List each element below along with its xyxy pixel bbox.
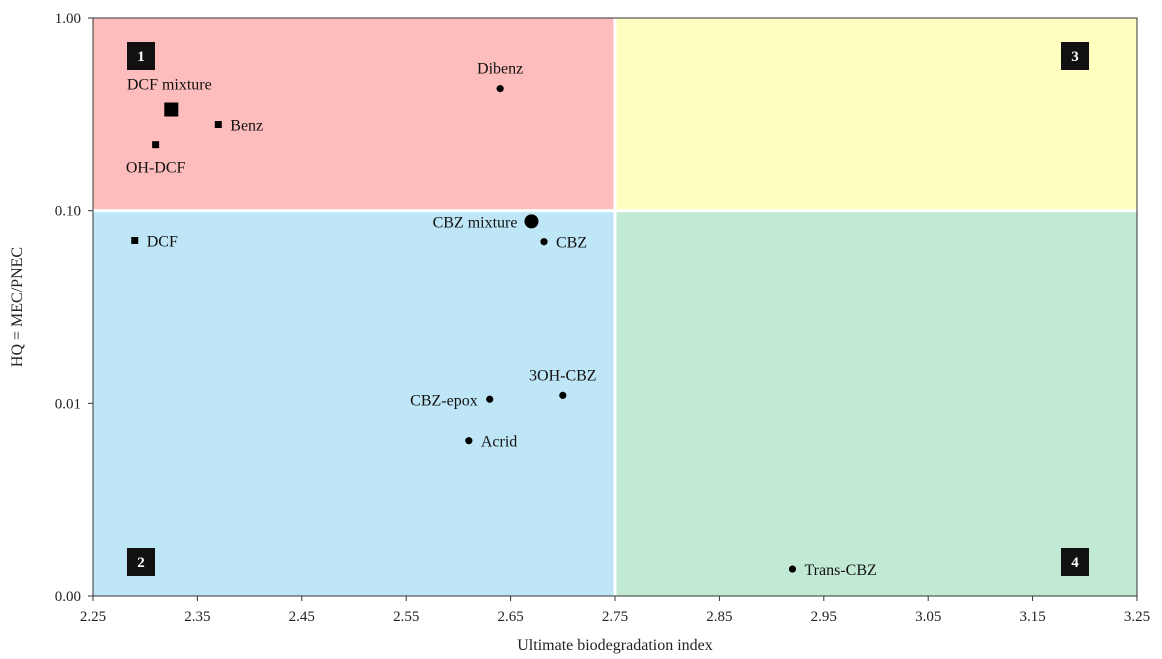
point-acrid [465,437,473,445]
point-dibenz [496,85,504,93]
quadrant-1-region [93,18,615,211]
point-dcf [131,237,139,245]
point-label-dcf: DCF [147,234,178,251]
y-tick-label: 0.10 [55,204,81,220]
x-tick-label: 3.15 [1019,609,1045,625]
quadrant-4-region [615,210,1137,596]
point-dcf-mixture [164,102,179,117]
y-axis-title: HQ = MEC/PNEC [9,247,26,367]
y-axis-ticks: 0.00 0.01 0.10 1.00 [55,11,93,605]
point-label-cbz: CBZ [556,235,587,252]
x-tick-label: 2.25 [80,609,106,625]
quadrant-backgrounds [93,18,1137,596]
quadrant-1-badge [127,42,155,70]
quadrant-badges: 1 2 3 4 [127,42,1089,576]
quadrant-1-number: 1 [137,49,145,65]
point-label-acrid: Acrid [481,434,517,451]
point-label-benz: Benz [230,118,263,135]
quadrant-dividers [93,18,1137,596]
x-axis-ticks: 2.25 2.35 2.45 2.55 2.65 2.75 2.85 2.95 3.05 3.15… [80,596,1150,625]
quadrant-3-badge [1061,42,1089,70]
quadrant-4-number: 4 [1071,555,1079,571]
y-tick-label: 1.00 [55,11,81,27]
point-3oh-cbz [559,391,567,399]
quadrant-3-region [615,18,1137,211]
x-tick-label: 3.05 [915,609,941,625]
x-tick-label: 2.45 [289,609,315,625]
point-label-cbz-epox: CBZ-epox [410,392,478,409]
point-trans-cbz [788,565,797,573]
point-label-3oh-cbz: 3OH-CBZ [529,367,597,384]
point-cbz-mixture [524,214,539,229]
quadrant-2-number: 2 [137,555,145,571]
data-points: DCF mixture Benz OH-DCF DCF Dibenz CBZ mixtur… [126,61,877,579]
x-axis-title: Ultimate biodegradation index [517,637,713,654]
x-tick-label: 2.75 [602,609,628,625]
x-tick-label: 3.25 [1124,609,1150,625]
y-tick-label: 0.00 [55,589,81,605]
point-label-cbz-mixture: CBZ mixture [433,214,518,231]
point-label-trans-cbz: Trans-CBZ [804,562,876,579]
point-label-oh-dcf: OH-DCF [126,160,186,177]
y-tick-label: 0.01 [55,396,81,412]
point-label-dcf-mixture: DCF mixture [127,77,212,94]
x-tick-label: 2.85 [706,609,732,625]
point-cbz [540,238,548,246]
quadrant-2-badge [127,548,155,576]
quadrant-3-number: 3 [1071,49,1079,65]
x-tick-label: 2.65 [497,609,523,625]
point-oh-dcf [152,141,160,149]
point-benz [214,121,222,129]
x-tick-label: 2.55 [393,609,419,625]
quadrant-4-badge [1061,548,1089,576]
x-tick-label: 2.95 [811,609,837,625]
quadrant-2-region [93,210,615,596]
point-cbz-epox [486,395,494,403]
point-label-dibenz: Dibenz [477,61,523,78]
x-tick-label: 2.35 [184,609,210,625]
